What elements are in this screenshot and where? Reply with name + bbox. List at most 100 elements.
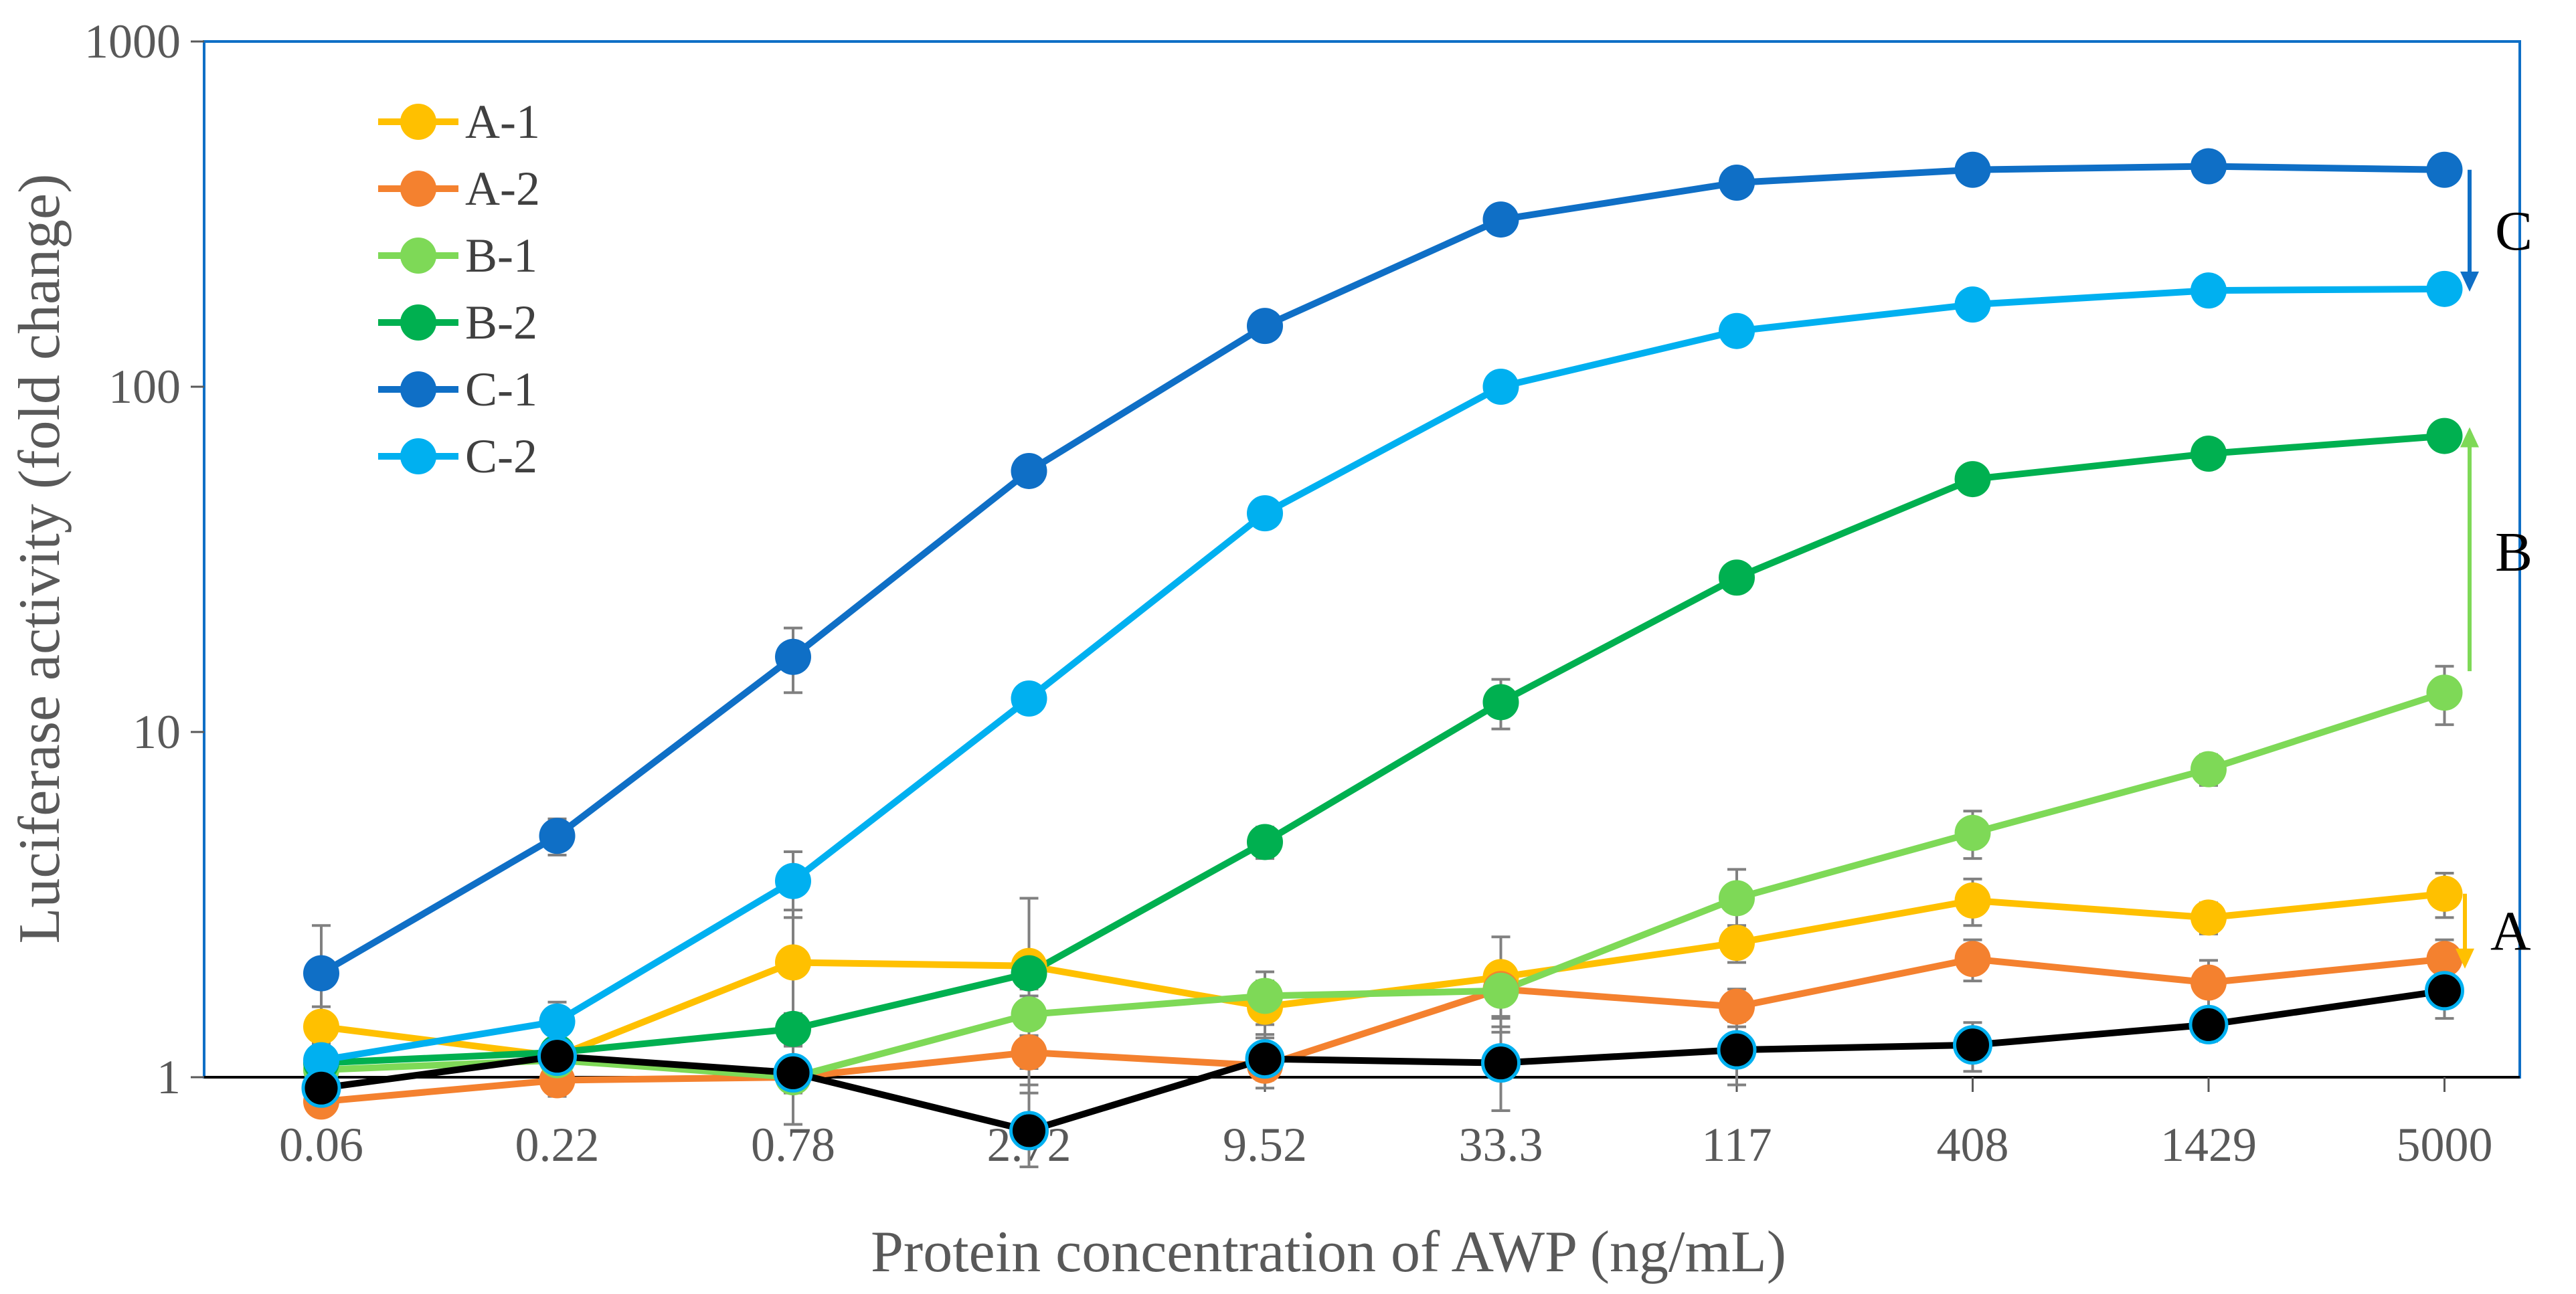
data-point-A-1 (1719, 925, 1755, 961)
data-point-B-1 (1719, 880, 1755, 917)
x-tick-label: 0.22 (515, 1118, 600, 1172)
group-annotations: C B A (2456, 169, 2532, 969)
data-point-C-2 (2426, 270, 2463, 307)
data-point-C-2 (775, 862, 811, 899)
data-point-C-1 (2426, 151, 2463, 188)
data-point-B-2 (1482, 684, 1519, 721)
legend-label: A-2 (465, 162, 540, 215)
data-point-A-1 (2426, 875, 2463, 912)
x-tick-label: 1429 (2160, 1118, 2257, 1172)
data-point-control (1009, 1111, 1049, 1151)
legend-marker (400, 104, 436, 140)
legend: A-1 A-2 B-1 B-2 C-1 C-2 (378, 95, 540, 483)
data-point-B-1 (1954, 814, 1991, 851)
data-point-C-2 (1719, 312, 1755, 349)
data-point-A-2 (1011, 1034, 1047, 1071)
data-point-C-2 (1247, 495, 1283, 532)
legend-marker (400, 304, 436, 341)
data-point-A-1 (775, 944, 811, 981)
data-point-A-1 (303, 1008, 339, 1045)
data-point-control (2425, 971, 2464, 1011)
data-point-C-1 (775, 638, 811, 675)
data-point-C-2 (1482, 369, 1519, 405)
data-point-A-1 (1954, 882, 1991, 919)
legend-marker (400, 171, 436, 207)
series-markers (301, 148, 2464, 1151)
series-lines (319, 163, 2446, 1134)
data-point-C-1 (1954, 151, 1991, 188)
data-point-B-2 (1719, 559, 1755, 596)
data-point-C-1 (1011, 452, 1047, 489)
x-tick-label: 0.06 (279, 1118, 363, 1172)
annotation-label-B: B (2495, 521, 2532, 583)
x-tick-label: 117 (1701, 1118, 1772, 1172)
series-line-B-2 (321, 432, 2445, 1067)
y-axis-title: Luciferase activity (fold change) (7, 174, 72, 944)
data-point-A-1 (2191, 899, 2227, 936)
data-point-C-2 (303, 1042, 339, 1079)
legend-label: B-1 (465, 229, 537, 282)
legend-label: B-2 (465, 296, 537, 349)
y-tick-label: 100 (108, 360, 181, 413)
y-tick-label: 10 (133, 705, 181, 759)
data-point-C-2 (539, 1003, 576, 1040)
series-line-C-1 (319, 163, 2445, 976)
annotation-label-C: C (2495, 200, 2532, 262)
data-point-B-2 (1247, 824, 1283, 860)
data-point-control (2188, 1004, 2229, 1044)
data-point-A-2 (2191, 964, 2227, 1001)
y-tick-label: 1 (157, 1050, 181, 1104)
legend-label: A-1 (465, 95, 540, 149)
data-point-B-1 (1247, 978, 1283, 1014)
data-point-control (1245, 1039, 1285, 1079)
legend-label: C-1 (465, 363, 537, 416)
data-point-C-2 (1011, 680, 1047, 717)
data-point-B-2 (2426, 418, 2463, 454)
data-point-control (773, 1052, 813, 1093)
data-point-C-1 (1482, 201, 1519, 238)
data-point-B-2 (1954, 461, 1991, 498)
legend-marker (400, 438, 436, 474)
series-line-A-2 (321, 955, 2445, 1105)
data-point-C-1 (2191, 148, 2227, 185)
legend-marker (400, 371, 436, 407)
data-point-B-2 (2191, 436, 2227, 472)
data-point-B-1 (1482, 972, 1519, 1009)
data-point-A-2 (1954, 941, 1991, 978)
data-point-control (1717, 1030, 1757, 1070)
legend-marker (400, 238, 436, 274)
data-point-C-1 (1719, 165, 1755, 201)
data-point-B-2 (1011, 955, 1047, 992)
data-point-B-1 (1011, 996, 1047, 1033)
annotation-label-A: A (2490, 901, 2531, 963)
legend-label: C-2 (465, 430, 537, 483)
data-point-B-1 (2426, 674, 2463, 711)
data-point-A-2 (2426, 941, 2463, 978)
data-point-control (1953, 1025, 1992, 1065)
data-point-B-2 (775, 1010, 811, 1047)
y-tick-label: 1000 (84, 15, 181, 68)
data-point-C-1 (303, 955, 339, 992)
annotation-arrow-head (2456, 948, 2474, 969)
x-tick-label: 9.52 (1223, 1118, 1307, 1172)
annotation-arrow-head (2460, 427, 2479, 448)
data-point-C-1 (539, 818, 576, 854)
data-point-B-1 (2191, 751, 2227, 788)
x-tick-label: 0.78 (751, 1118, 835, 1172)
x-axis-title: Protein concentration of AWP (ng/mL) (871, 1220, 1786, 1285)
annotation-arrow-head (2460, 271, 2479, 292)
x-tick-label: 5000 (2397, 1118, 2493, 1172)
data-point-control (537, 1036, 577, 1077)
x-tick-label: 408 (1937, 1118, 2009, 1172)
data-point-C-2 (1954, 286, 1991, 323)
data-point-C-2 (2191, 272, 2227, 309)
x-tick-label: 33.3 (1459, 1118, 1543, 1172)
data-point-C-1 (1247, 308, 1283, 345)
data-point-A-2 (1719, 988, 1755, 1025)
data-point-control (1481, 1043, 1521, 1083)
series-line-control (321, 987, 2445, 1134)
series-line-C-2 (321, 285, 2445, 1064)
series-line-B-1 (321, 689, 2446, 1081)
